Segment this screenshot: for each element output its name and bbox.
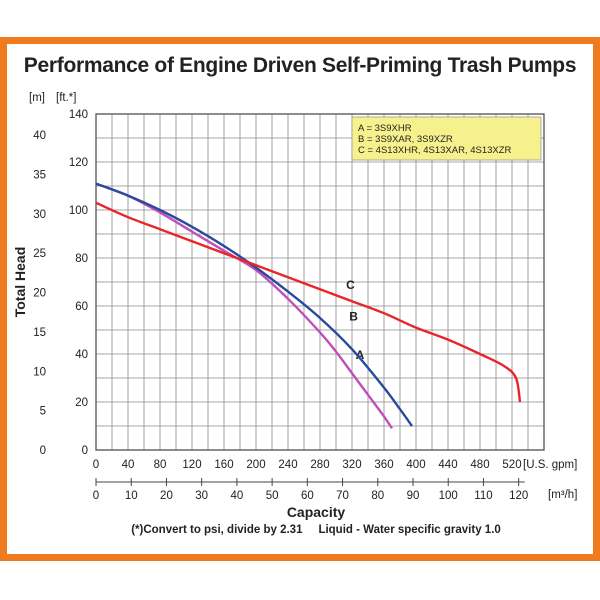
y-tick-label-ft: 140 xyxy=(69,109,88,121)
y-tick-label-m: 40 xyxy=(33,130,46,142)
x-axis-title: Capacity xyxy=(287,504,346,520)
y-tick-label-m: 20 xyxy=(33,288,46,300)
legend-entry-c: C = 4S13XHR, 4S13XAR, 4S13XZR xyxy=(358,145,512,156)
x-tick-label-m3h: 70 xyxy=(336,490,349,502)
series: A B C xyxy=(95,182,522,430)
plot-border xyxy=(95,113,545,451)
y-tick-label-ft: 20 xyxy=(75,397,88,409)
y-tick-label-ft: 40 xyxy=(75,349,88,361)
y-unit-m: [m] xyxy=(29,92,45,104)
x-tick-label-gpm: 160 xyxy=(214,459,233,471)
x-unit-m3h: [m³/h] xyxy=(548,489,577,501)
y-tick-label-m: 15 xyxy=(33,327,46,339)
x-tick-label-gpm: 120 xyxy=(182,459,201,471)
y-unit-ft: [ft.*] xyxy=(56,92,76,104)
y-tick-label-m: 25 xyxy=(33,248,46,260)
series-label-a: A xyxy=(356,348,365,362)
y-tick-label-ft: 60 xyxy=(75,301,88,313)
x-tick-label-m3h: 0 xyxy=(93,490,99,502)
y-tick-label-ft: 80 xyxy=(75,253,88,265)
y-tick-label-ft: 120 xyxy=(69,157,88,169)
legend: A = 3S9XHR B = 3S9XAR, 3S9XZR C = 4S13XH… xyxy=(351,116,542,161)
legend-box xyxy=(351,116,542,161)
y-tick-label-m: 5 xyxy=(40,406,46,418)
y-tick-label-ft: 0 xyxy=(82,445,88,457)
x-tick-label-m3h: 60 xyxy=(301,490,314,502)
chart-title: Performance of Engine Driven Self-Primin… xyxy=(23,54,577,77)
x-tick-label-m3h: 110 xyxy=(474,490,492,502)
x-tick-label-m3h: 100 xyxy=(439,490,458,502)
x-tick-label-m3h: 20 xyxy=(160,490,173,502)
footnote: (*)Convert to psi, divide by 2.31 Liquid… xyxy=(131,524,501,536)
series-curve-c xyxy=(95,201,522,403)
x-tick-label-m3h: 10 xyxy=(125,490,138,502)
y-tick-label-ft: 100 xyxy=(69,205,88,217)
series-label-c: C xyxy=(346,278,355,292)
x-tick-label-gpm: 40 xyxy=(122,459,135,471)
y-tick-label-m: 0 xyxy=(40,445,46,457)
y-tick-label-m: 10 xyxy=(33,366,46,378)
x-tick-label-gpm: 440 xyxy=(438,459,457,471)
x-tick-label-m3h: 30 xyxy=(195,490,208,502)
x-tick-label-gpm: 240 xyxy=(278,459,297,471)
series-curve-b xyxy=(95,182,413,427)
y-axis-title: Total Head xyxy=(12,247,28,318)
x-unit-gpm: [U.S. gpm] xyxy=(523,459,577,471)
x-tick-label-m3h: 120 xyxy=(509,490,528,502)
x-tick-label-m3h: 90 xyxy=(407,490,420,502)
grid xyxy=(96,114,544,450)
x-tick-label-gpm: 320 xyxy=(342,459,361,471)
x-tick-label-gpm: 200 xyxy=(246,459,265,471)
y-tick-label-m: 30 xyxy=(33,209,46,221)
x-tick-label-m3h: 40 xyxy=(230,490,243,502)
x-tick-label-gpm: 400 xyxy=(406,459,425,471)
legend-entry-b: B = 3S9XAR, 3S9XZR xyxy=(358,134,453,145)
x-tick-label-gpm: 520 xyxy=(502,459,521,471)
legend-entry-a: A = 3S9XHR xyxy=(358,123,412,134)
series-curve-a xyxy=(95,182,394,430)
y-tick-label-m: 35 xyxy=(33,169,46,181)
x-tick-label-gpm: 80 xyxy=(154,459,167,471)
x-tick-label-gpm: 480 xyxy=(470,459,489,471)
x-tick-label-m3h: 50 xyxy=(266,490,279,502)
series-label-b: B xyxy=(349,309,358,323)
x-tick-label-m3h: 80 xyxy=(371,490,384,502)
x-tick-label-gpm: 0 xyxy=(93,459,99,471)
x-tick-label-gpm: 360 xyxy=(374,459,393,471)
x-tick-label-gpm: 280 xyxy=(310,459,329,471)
